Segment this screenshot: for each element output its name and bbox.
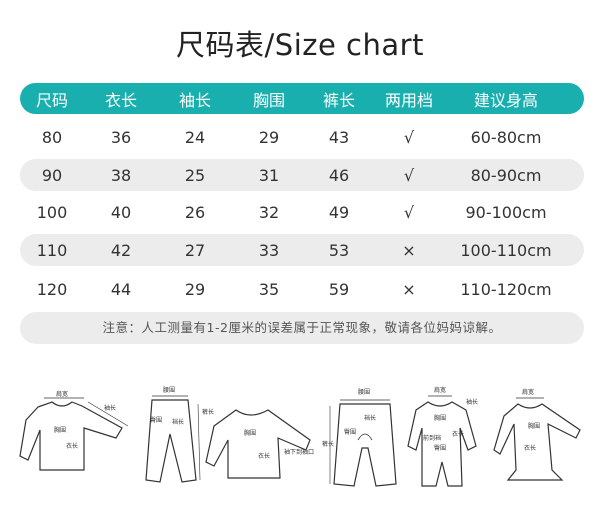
- svg-text:胸围: 胸围: [54, 426, 66, 434]
- cell-pants-length: 49: [328, 202, 350, 222]
- svg-text:衣长: 衣长: [66, 442, 78, 450]
- header-pants-length: 裤长: [322, 90, 355, 110]
- svg-text:衣长: 衣长: [524, 444, 536, 452]
- romper-diagram: 肩宽 袖长 胸围 前到裆 臀围 衣长: [407, 386, 478, 487]
- svg-text:腰围: 腰围: [358, 389, 370, 396]
- open-crotch-pants-diagram: 腰围 裆长 臀围 裤长: [322, 389, 397, 487]
- cell-chest: 29: [258, 127, 280, 147]
- svg-text:胸围: 胸围: [244, 429, 256, 437]
- header-chest: 胸围: [252, 90, 285, 110]
- cell-length: 38: [110, 165, 132, 185]
- header-dual-crotch: 两用档: [384, 90, 433, 110]
- svg-text:袖长: 袖长: [466, 398, 478, 406]
- svg-text:肩宽: 肩宽: [56, 390, 68, 398]
- cell-length: 42: [110, 240, 132, 260]
- svg-text:胸围: 胸围: [528, 422, 540, 430]
- table-row: 80 36 24 29 43 √ 60-80cm: [20, 122, 584, 152]
- cell-dual-crotch: ×: [402, 240, 416, 260]
- raglan-top-diagram: 胸围 衣长 袖下到袖口: [205, 409, 314, 479]
- cell-size: 90: [41, 165, 63, 185]
- cell-sleeve: 29: [184, 279, 206, 299]
- cell-sleeve: 26: [184, 202, 206, 222]
- svg-text:袖下到袖口: 袖下到袖口: [284, 448, 314, 456]
- table-header: 尺码 衣长 袖长 胸围 裤长 两用档 建议身高: [20, 83, 584, 114]
- cell-size: 80: [41, 127, 63, 147]
- svg-text:腰围: 腰围: [163, 387, 175, 394]
- cell-height: 90-100cm: [465, 202, 547, 222]
- svg-text:裆长: 裆长: [172, 418, 184, 426]
- svg-text:衣长: 衣长: [452, 430, 464, 438]
- cell-height: 110-120cm: [460, 279, 552, 299]
- cell-length: 40: [110, 202, 132, 222]
- cell-pants-length: 53: [328, 240, 350, 260]
- cell-pants-length: 46: [328, 165, 350, 185]
- row-band: [20, 159, 584, 191]
- svg-text:肩宽: 肩宽: [434, 386, 446, 394]
- cell-length: 36: [110, 127, 132, 147]
- svg-text:前到裆: 前到裆: [423, 434, 441, 442]
- table-row: 100 40 26 32 49 √ 90-100cm: [20, 197, 584, 227]
- cell-size: 100: [36, 202, 68, 222]
- measurement-note: 注意：人工测量有1-2厘米的误差属于正常现象，敬请各位妈妈谅解。: [20, 312, 584, 344]
- cell-pants-length: 59: [328, 279, 350, 299]
- dress-diagram: 肩宽 胸围 衣长: [493, 388, 581, 481]
- garment-measurement-diagrams: 肩宽 袖长 胸围 衣长 腰围 臀围 裆长 裤长 胸围 衣长 袖下到袖口 腰围 裆…: [19, 386, 581, 487]
- row-band: [20, 234, 584, 266]
- cell-chest: 32: [258, 202, 280, 222]
- table-row: 110 42 27 33 53 × 100-110cm: [20, 235, 584, 265]
- cell-chest: 31: [258, 165, 280, 185]
- header-size: 尺码: [35, 90, 68, 110]
- svg-text:臀围: 臀围: [344, 429, 356, 436]
- cell-pants-length: 43: [328, 127, 350, 147]
- cell-sleeve: 25: [184, 165, 206, 185]
- cell-size: 120: [36, 279, 68, 299]
- svg-text:裤长: 裤长: [202, 408, 214, 416]
- cell-sleeve: 27: [184, 240, 206, 260]
- svg-text:袖长: 袖长: [104, 404, 116, 412]
- svg-text:肩宽: 肩宽: [522, 388, 534, 396]
- pants-diagram: 腰围 臀围 裆长 裤长: [145, 387, 214, 483]
- cell-sleeve: 24: [184, 127, 206, 147]
- cell-dual-crotch: √: [403, 127, 415, 147]
- cell-height: 100-110cm: [460, 240, 552, 260]
- cell-length: 44: [110, 279, 132, 299]
- cell-dual-crotch: ×: [402, 279, 416, 299]
- cell-dual-crotch: √: [403, 165, 415, 185]
- svg-text:裆长: 裆长: [364, 414, 376, 422]
- long-sleeve-top-diagram: 肩宽 袖长 胸围 衣长: [19, 390, 129, 471]
- cell-size: 110: [36, 240, 68, 260]
- cell-height: 80-90cm: [470, 165, 542, 185]
- svg-text:臀围: 臀围: [150, 417, 162, 424]
- cell-chest: 35: [258, 279, 280, 299]
- cell-height: 60-80cm: [470, 127, 542, 147]
- header-sleeve: 袖长: [178, 90, 211, 110]
- svg-text:胸围: 胸围: [434, 414, 446, 422]
- svg-text:衣长: 衣长: [258, 452, 270, 460]
- header-height: 建议身高: [473, 90, 538, 110]
- svg-text:裤长: 裤长: [322, 440, 334, 448]
- svg-text:臀围: 臀围: [434, 445, 446, 452]
- page-title: 尺码表/Size chart: [176, 28, 424, 62]
- table-row: 90 38 25 31 46 √ 80-90cm: [20, 160, 584, 190]
- cell-dual-crotch: √: [403, 202, 415, 222]
- cell-chest: 33: [258, 240, 280, 260]
- header-length: 衣长: [104, 90, 137, 110]
- table-header-band: [20, 83, 584, 114]
- table-row: 120 44 29 35 59 × 110-120cm: [20, 274, 584, 304]
